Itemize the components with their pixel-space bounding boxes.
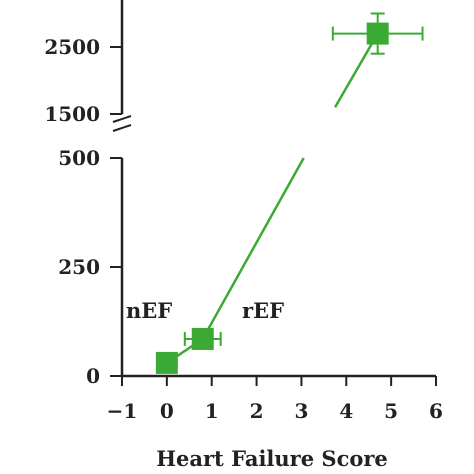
x-tick-label: −1 — [107, 399, 138, 423]
annotation-label: rEF — [242, 298, 284, 323]
axis-break-mark — [112, 115, 132, 132]
y-tick-label: 500 — [58, 146, 100, 170]
series-line-segment — [201, 157, 305, 340]
x-tick-label: 6 — [429, 399, 443, 423]
y-ticks: 0 250 500 1500 2500 — [44, 35, 122, 388]
x-tick-label: 2 — [250, 399, 264, 423]
annotations: nEF rEF — [126, 298, 284, 323]
y-tick-label: 250 — [58, 255, 100, 279]
data-point-marker — [155, 351, 178, 374]
x-tick-label: 3 — [294, 399, 308, 423]
x-tick-label: 0 — [160, 399, 174, 423]
annotation-label: nEF — [126, 298, 172, 323]
x-ticks: −1 0 1 2 3 4 5 6 — [107, 376, 443, 423]
series-line-segment — [333, 32, 379, 108]
y-tick-label: 1500 — [44, 102, 100, 126]
data-point-marker — [191, 327, 214, 350]
x-tick-label: 5 — [384, 399, 398, 423]
x-tick-label: 1 — [205, 399, 219, 423]
x-axis-title: Heart Failure Score — [156, 446, 388, 471]
y-tick-label: 0 — [86, 364, 100, 388]
y-tick-label: 2500 — [44, 35, 100, 59]
data-point-marker — [366, 22, 389, 45]
x-tick-label: 4 — [339, 399, 353, 423]
series — [155, 12, 424, 374]
